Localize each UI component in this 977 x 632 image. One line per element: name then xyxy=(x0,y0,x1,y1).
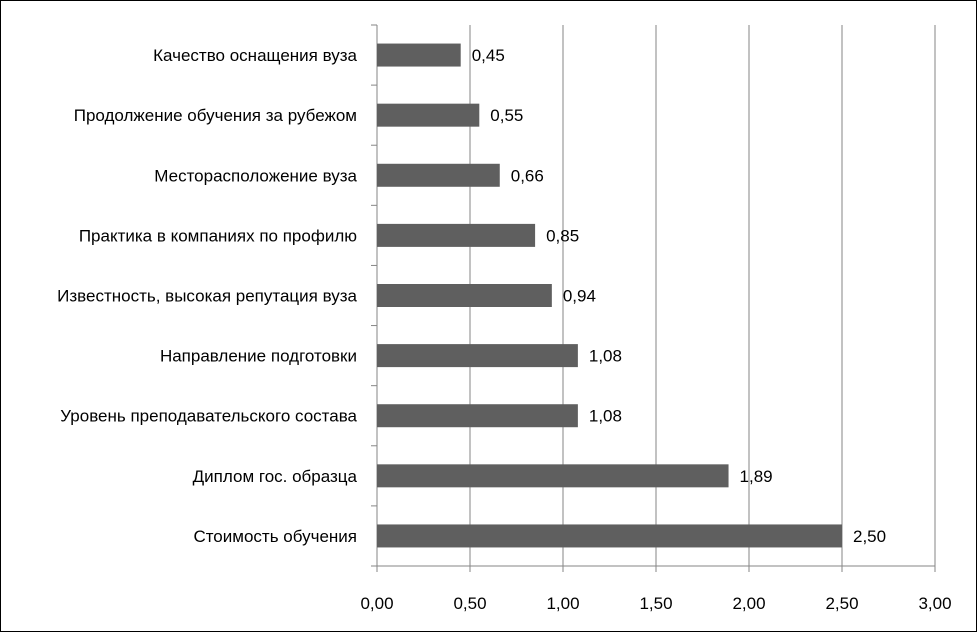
category-label: Уровень преподавательского состава xyxy=(60,407,357,426)
value-label: 2,50 xyxy=(853,527,886,546)
bar xyxy=(377,464,729,488)
category-label: Месторасположение вуза xyxy=(154,166,357,185)
x-tick-label: 1,50 xyxy=(639,594,672,613)
category-label: Практика в компаниях по профилю xyxy=(79,226,357,245)
bar xyxy=(377,284,552,307)
value-label: 0,55 xyxy=(490,106,523,125)
category-label: Известность, высокая репутация вуза xyxy=(57,287,357,306)
bar xyxy=(377,103,480,127)
value-label: 0,45 xyxy=(472,46,505,65)
x-tick-label: 0,00 xyxy=(360,594,393,613)
x-tick-label: 2,00 xyxy=(732,594,765,613)
x-tick-label: 2,50 xyxy=(825,594,858,613)
bar xyxy=(377,223,536,247)
bar xyxy=(377,404,578,428)
value-label: 1,08 xyxy=(589,347,622,366)
labels: 0,00 0,50 1,00 1,50 2,00 2,50 3,00 Стоимость об… xyxy=(57,46,951,613)
value-label: 0,66 xyxy=(511,166,544,185)
bar xyxy=(377,43,461,67)
category-label: Продолжение обучения за рубежом xyxy=(74,106,357,125)
category-label: Направление подготовки xyxy=(160,347,357,366)
bar xyxy=(377,344,578,368)
category-label: Стоимость обучения xyxy=(193,527,357,546)
bar xyxy=(377,524,842,548)
value-label: 1,89 xyxy=(740,467,773,486)
value-label: 0,85 xyxy=(546,226,579,245)
value-label: 0,94 xyxy=(563,287,596,306)
x-tick-label: 3,00 xyxy=(918,594,951,613)
value-label: 1,08 xyxy=(589,407,622,426)
bars xyxy=(377,43,842,548)
x-tick-label: 0,50 xyxy=(453,594,486,613)
x-tick-label: 1,00 xyxy=(546,594,579,613)
category-label: Качество оснащения вуза xyxy=(153,46,357,65)
category-label: Диплом гос. образца xyxy=(193,467,358,486)
bar xyxy=(377,163,500,187)
